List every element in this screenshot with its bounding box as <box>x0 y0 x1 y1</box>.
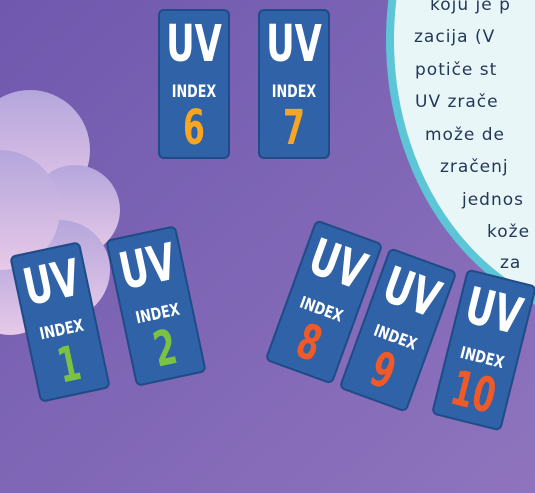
bubble-text: UV zrače <box>415 92 499 112</box>
bubble-text: potiče st <box>415 60 497 80</box>
bubble-text: zračenj <box>440 157 509 177</box>
scene: koju je p zacija (V potiče st UV zrače može … <box>0 0 535 493</box>
bubble-text: kože <box>487 222 530 242</box>
bubble-text: koju je p <box>430 0 511 15</box>
card-number: 6 <box>183 99 205 156</box>
bubble-text: jednos <box>461 190 524 210</box>
bubble-text: može de <box>425 125 505 145</box>
page: koju je p zacija (V potiče st UV zrače može … <box>0 0 535 493</box>
card-number: 7 <box>283 99 305 156</box>
bubble-text: zacija (V <box>414 27 495 47</box>
bubble-text: za <box>500 253 521 273</box>
card-uv: UV <box>266 16 322 74</box>
card-uv: UV <box>166 16 222 74</box>
